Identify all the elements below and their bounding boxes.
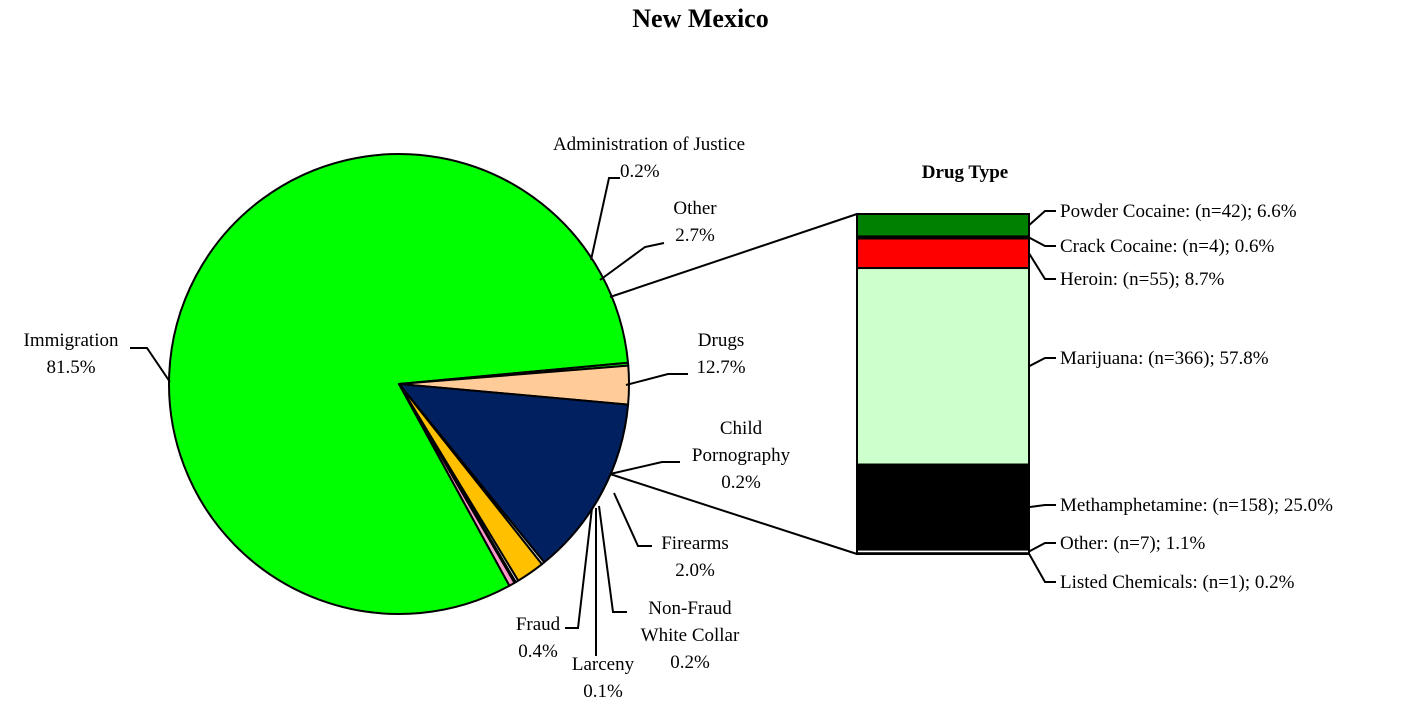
pie-label-child-pornography-name: Pornography: [692, 445, 791, 466]
leader-line-drug-marijuana: [1028, 357, 1056, 368]
bar-label-other: Other: (n=7); 1.1%: [1060, 533, 1205, 554]
pie-label-administration-of-justice-value: 0.2%: [620, 161, 660, 182]
pie-slice-fraud: [398, 383, 516, 587]
leader-line-drugs: [625, 373, 688, 386]
chart-title: New Mexico: [632, 4, 769, 33]
leader-line-firearms: [613, 492, 652, 547]
leader-line-child-pornography: [609, 461, 680, 475]
leader-line-fraud: [565, 507, 593, 629]
leader-line-drug-powder-cocaine: [1028, 210, 1056, 226]
connector-line-top: [609, 213, 858, 298]
bar-segment-methamphetamine: [856, 463, 1030, 551]
pie-label-other-value: 2.7%: [675, 225, 715, 246]
pie-label-larceny-name: Larceny: [572, 654, 635, 675]
leader-line-non-fraud-white-collar: [598, 505, 627, 613]
pie-label-child-pornography-value: 0.2%: [721, 472, 761, 493]
leader-line-drug-other: [1028, 542, 1056, 553]
leader-line-immigration: [130, 347, 171, 383]
bar-segment-marijuana: [856, 267, 1030, 466]
pie-label-firearms-name: Firearms: [661, 533, 729, 554]
leader-line-drug-heroin: [1028, 252, 1056, 280]
bar-label-crack-cocaine: Crack Cocaine: (n=4); 0.6%: [1060, 236, 1275, 257]
pie-label-immigration-name: Immigration: [24, 330, 119, 351]
connector-line-bottom: [609, 473, 858, 555]
bar-segment-heroin: [856, 237, 1030, 270]
pie-label-fraud-name: Fraud: [516, 614, 561, 635]
drug-type-title: Drug Type: [922, 162, 1008, 183]
pie-label-non-fraud-white-collar-name: White Collar: [641, 625, 740, 646]
leader-line-administration-of-justice: [590, 177, 620, 261]
pie-label-larceny-value: 0.1%: [583, 681, 623, 702]
pie-label-non-fraud-white-collar-value: 0.2%: [670, 652, 710, 673]
pie-slice-drugs: [398, 383, 630, 564]
bar-label-heroin: Heroin: (n=55); 8.7%: [1060, 269, 1224, 290]
leader-line-drug-listed-chemicals: [1028, 553, 1056, 583]
pie-label-drugs-value: 12.7%: [696, 357, 745, 378]
leader-line-other: [599, 242, 665, 281]
pie-label-firearms-value: 2.0%: [675, 560, 715, 581]
pie-label-other-name: Other: [673, 198, 717, 219]
pie-label-non-fraud-white-collar-name: Non-Fraud: [648, 598, 732, 619]
bar-segment-listed-chemicals: [856, 552, 1030, 556]
leader-line-drug-methamphetamine: [1028, 504, 1056, 509]
bar-segment-powder-cocaine: [856, 213, 1030, 238]
pie-label-child-pornography-name: Child: [720, 418, 763, 439]
bar-label-powder-cocaine: Powder Cocaine: (n=42); 6.6%: [1060, 201, 1297, 222]
pie-label-fraud-value: 0.4%: [518, 641, 558, 662]
bar-label-listed-chemicals: Listed Chemicals: (n=1); 0.2%: [1060, 572, 1295, 593]
pie-label-drugs-name: Drugs: [698, 330, 744, 351]
bar-label-methamphetamine: Methamphetamine: (n=158); 25.0%: [1060, 495, 1333, 516]
bar-label-marijuana: Marijuana: (n=366); 57.8%: [1060, 348, 1269, 369]
leader-line-drug-crack-cocaine: [1028, 236, 1056, 247]
pie-label-immigration-value: 81.5%: [46, 357, 95, 378]
pie-label-administration-of-justice-name: Administration of Justice: [553, 134, 745, 155]
